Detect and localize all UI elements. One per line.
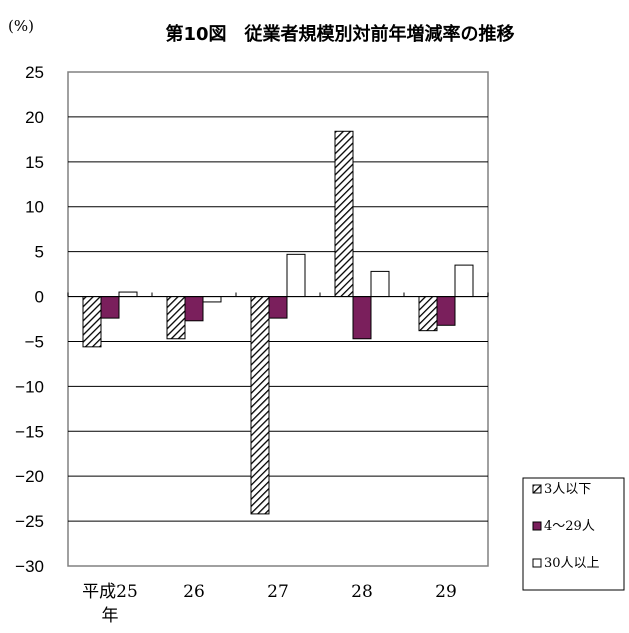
legend-swatch (532, 558, 542, 568)
y-tick-label: 15 (25, 153, 44, 172)
unit-label: (%) (8, 17, 34, 35)
gridlines (68, 116, 488, 522)
zero-axis (67, 292, 489, 298)
y-tick-label: −10 (15, 377, 44, 396)
chart-title: 第10図 従業者規模別対前年増減率の推移 (165, 23, 514, 45)
plot-area (67, 71, 489, 567)
y-tick-label: −25 (15, 512, 44, 531)
y-tick-label: 20 (25, 108, 44, 127)
x-tick-label: 28 (351, 582, 373, 602)
y-tick-label: 10 (25, 198, 44, 217)
bar-1 (82, 296, 102, 348)
legend-box (522, 477, 625, 591)
bar-1 (334, 130, 354, 298)
y-tick-label: 5 (35, 243, 44, 262)
x-tick-label: 29 (435, 582, 457, 602)
y-tick-label: −15 (15, 422, 44, 441)
bar-2 (352, 296, 372, 340)
bar-3 (202, 296, 222, 303)
legend-label: 30人以上 (544, 556, 600, 571)
y-tick-label: −30 (15, 557, 44, 576)
x-tick-label: 平成25 (82, 582, 138, 602)
x-tick-label: 27 (267, 582, 289, 602)
y-tick-label: 25 (25, 63, 44, 82)
bar-1 (418, 296, 438, 332)
bar-2 (184, 296, 204, 322)
bars (82, 130, 474, 515)
x-tick-labels: 平成25 年 26 27 28 29 (82, 582, 457, 626)
legend-label: 4～29人 (544, 519, 595, 534)
legend-label: 3人以下 (544, 482, 591, 497)
bar-1 (166, 296, 186, 340)
bar-3 (286, 253, 306, 298)
y-tick-label: 0 (35, 288, 44, 307)
bar-3 (118, 291, 138, 298)
bar-2 (436, 296, 456, 326)
x-tick-label: 26 (183, 582, 205, 602)
bar-2 (100, 296, 120, 319)
y-tick-labels: 25 20 15 10 5 0 −5 −10 −15 −20 −25 −30 (15, 63, 44, 576)
legend: 3人以下 4～29人 30人以上 (522, 477, 625, 591)
y-tick-label: −5 (25, 332, 44, 351)
legend-swatch (532, 484, 542, 494)
bar-3 (454, 264, 474, 298)
bar-3 (370, 270, 390, 298)
x-tick-label: 年 (102, 606, 119, 626)
y-tick-label: −20 (15, 467, 44, 486)
bar-1 (250, 296, 270, 515)
legend-swatch (532, 521, 542, 531)
bar-2 (268, 296, 288, 319)
